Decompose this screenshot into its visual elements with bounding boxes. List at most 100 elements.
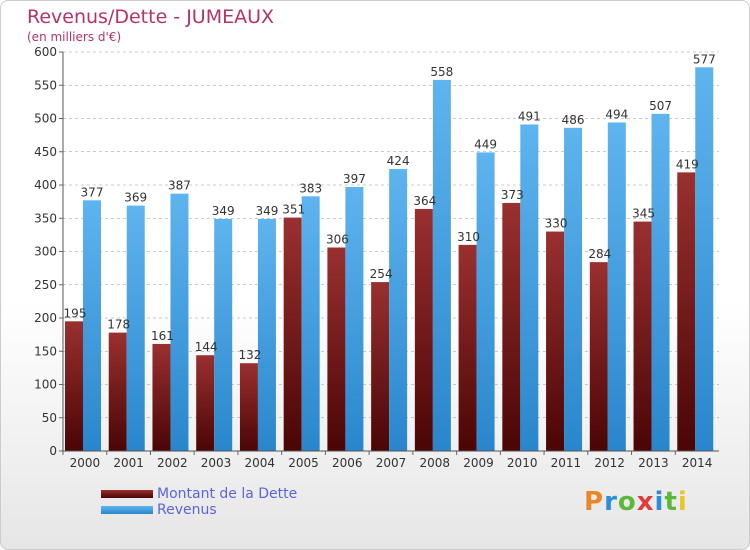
y-tick-label: 50 <box>42 411 57 425</box>
bar-dette <box>589 262 608 451</box>
value-label-revenus: 349 <box>212 204 235 218</box>
bar-revenus <box>607 122 626 452</box>
y-tick-label: 150 <box>34 344 57 358</box>
x-axis-ticks: 2000 2001 2002 2003 2004 2005 2006 2007 2008 2009… <box>62 451 713 470</box>
value-label-dette: 351 <box>282 203 305 217</box>
bar-revenus <box>345 186 364 451</box>
bar-dette <box>414 208 433 451</box>
value-label-revenus: 377 <box>81 185 104 199</box>
x-tick-label: 2007 <box>376 456 407 470</box>
x-tick-label: 2001 <box>113 456 144 470</box>
legend-swatch-revenus <box>101 506 153 514</box>
y-tick-label: 500 <box>34 112 57 126</box>
proxiti-logo: Proxiti <box>584 487 688 517</box>
y-tick-label: 100 <box>34 378 57 392</box>
x-tick-label: 2011 <box>551 456 582 470</box>
value-label-revenus: 507 <box>649 99 672 113</box>
chart-title: Revenus/Dette - JUMEAUX <box>27 6 275 28</box>
logo-letter: t <box>664 487 678 517</box>
x-tick-label: 2000 <box>70 456 101 470</box>
value-label-revenus: 577 <box>693 52 716 66</box>
bar-revenus <box>301 196 320 451</box>
x-tick-label: 2002 <box>157 456 188 470</box>
value-label-revenus: 449 <box>474 137 497 151</box>
x-tick-label: 2010 <box>507 456 538 470</box>
value-label-revenus: 349 <box>255 204 278 218</box>
bar-dette <box>196 355 215 451</box>
bar-revenus <box>83 200 101 451</box>
value-label-revenus: 491 <box>518 109 541 123</box>
bar-chart: 0 50 100 150 200 250 300 350 400 450 500 550 600 195… <box>34 45 719 470</box>
bar-dette <box>152 343 171 451</box>
logo-letter: P <box>584 487 605 517</box>
logo-letter: o <box>617 487 637 517</box>
bar-revenus <box>651 113 670 451</box>
bar-revenus <box>564 127 583 451</box>
x-tick-label: 2013 <box>638 456 669 470</box>
x-tick-label: 2006 <box>332 456 363 470</box>
value-label-dette: 254 <box>370 267 393 281</box>
bar-dette <box>633 221 652 451</box>
bar-revenus <box>432 79 451 452</box>
value-label-revenus: 494 <box>605 107 628 121</box>
value-label-revenus: 558 <box>430 65 453 79</box>
y-tick-label: 200 <box>34 311 57 325</box>
value-label-dette: 132 <box>238 348 261 362</box>
y-tick-label: 450 <box>34 145 57 159</box>
x-tick-label: 2004 <box>245 456 276 470</box>
bar-revenus <box>170 193 189 451</box>
x-tick-label: 2009 <box>463 456 494 470</box>
bar-dette <box>546 231 565 451</box>
value-label-dette: 310 <box>457 230 480 244</box>
bars <box>65 67 714 452</box>
y-tick-label: 350 <box>34 211 57 225</box>
legend-label-dette: Montant de la Dette <box>157 486 298 502</box>
bar-revenus <box>126 205 145 451</box>
bar-dette <box>108 332 127 451</box>
legend-label-revenus: Revenus <box>157 502 217 518</box>
legend-swatch-dette <box>101 490 153 498</box>
y-tick-label: 600 <box>34 45 57 59</box>
bar-dette <box>327 247 346 451</box>
bar-dette <box>283 217 302 451</box>
value-label-revenus: 369 <box>124 191 147 205</box>
chart-subtitle: (en milliers d'€) <box>27 30 122 44</box>
x-tick-label: 2014 <box>682 456 713 470</box>
value-label-dette: 161 <box>151 329 174 343</box>
bar-dette <box>458 244 477 451</box>
axes <box>62 52 719 452</box>
bar-dette <box>239 363 258 451</box>
value-label-dette: 345 <box>632 207 655 221</box>
value-label-revenus: 397 <box>343 172 366 186</box>
x-tick-label: 2005 <box>288 456 319 470</box>
bar-revenus <box>214 218 233 451</box>
value-label-revenus: 424 <box>387 154 410 168</box>
value-label-dette: 419 <box>676 157 699 171</box>
x-tick-label: 2003 <box>201 456 232 470</box>
x-tick-label: 2008 <box>419 456 450 470</box>
value-labels: 195 377 178 369 161 387 144 349 132 349 351 383 306 3… <box>64 52 716 362</box>
y-tick-label: 0 <box>49 444 57 458</box>
value-label-dette: 306 <box>326 233 349 247</box>
bar-dette <box>65 321 83 451</box>
bar-revenus <box>389 169 408 452</box>
value-label-dette: 364 <box>413 194 436 208</box>
value-label-revenus: 387 <box>168 179 191 193</box>
y-axis-ticks: 0 50 100 150 200 250 300 350 400 450 500 550 600 <box>34 45 63 458</box>
value-label-dette: 330 <box>545 217 568 231</box>
y-tick-label: 250 <box>34 278 57 292</box>
value-label-dette: 284 <box>588 247 611 261</box>
x-tick-label: 2012 <box>594 456 625 470</box>
value-label-dette: 144 <box>195 340 218 354</box>
value-label-revenus: 486 <box>562 113 585 127</box>
value-label-dette: 178 <box>107 318 130 332</box>
bar-revenus <box>257 218 276 451</box>
value-label-dette: 195 <box>64 306 87 320</box>
logo-letter: i <box>677 487 688 517</box>
bar-dette <box>502 202 521 451</box>
bar-revenus <box>476 152 495 452</box>
bar-revenus <box>695 67 714 452</box>
bar-revenus <box>520 124 539 452</box>
y-tick-label: 550 <box>34 78 57 92</box>
